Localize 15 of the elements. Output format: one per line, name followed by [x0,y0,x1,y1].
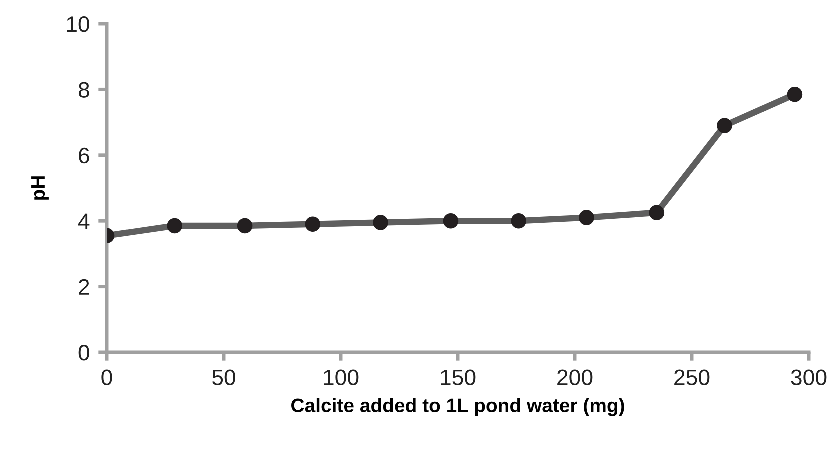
x-tick-label: 50 [212,370,236,386]
y-tick-label: 8 [78,82,90,98]
x-tick-label: 200 [558,370,593,386]
y-axis-title: pH [32,176,49,200]
x-tick-label: 300 [791,370,827,386]
x-tick-label: 0 [102,370,112,386]
y-tick-label: 10 [67,16,90,32]
y-tick-label: 4 [78,214,90,230]
x-axis-title: Calcite added to 1L pond water (mg) [292,398,624,416]
x-tick-label: 250 [674,370,710,386]
y-tick-label: 2 [79,279,90,295]
y-tick-label: 6 [79,148,90,164]
x-tick-label: 150 [441,370,476,386]
x-tick-label: 100 [324,370,359,386]
y-tick-label: 0 [78,345,90,361]
